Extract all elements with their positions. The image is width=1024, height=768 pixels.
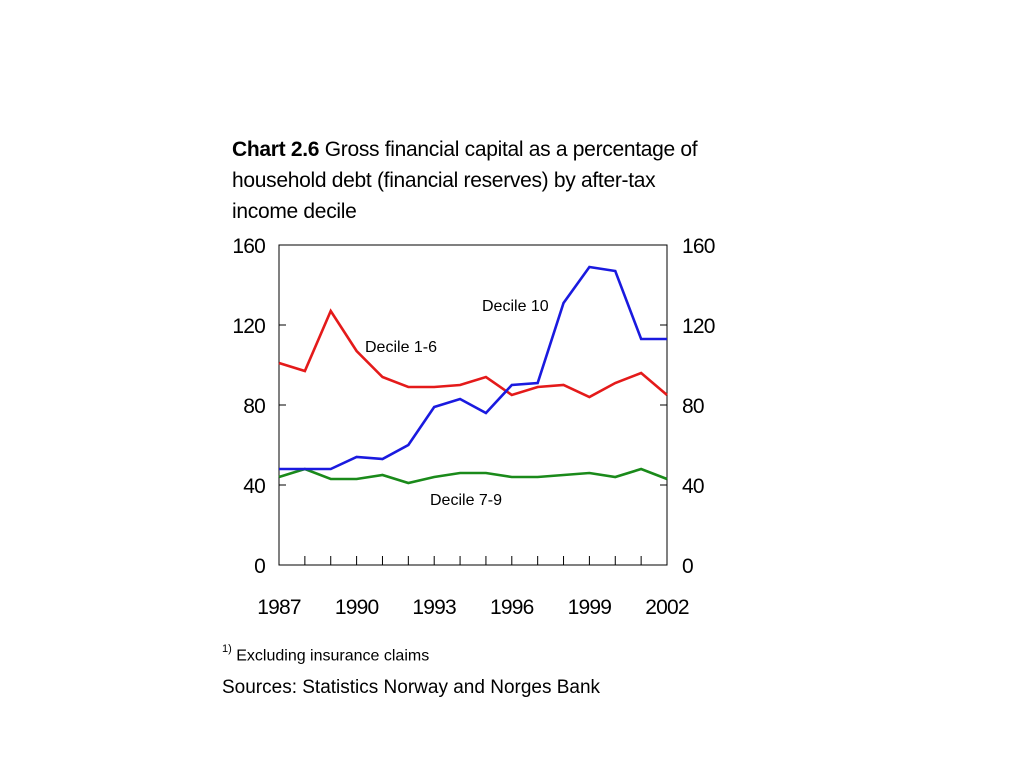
line-chart: 1987 1990 1993 1996 1999 2002 0 40 80 120 160 0 40 80… — [232, 235, 715, 619]
series-line-decile-10 — [279, 265, 667, 471]
y-axis-ticks — [279, 244, 667, 566]
footnote-text: Excluding insurance claims — [236, 647, 430, 665]
y-tick-label-right: 120 — [682, 315, 715, 338]
chart-title-text: Gross financial capital as a percentage … — [232, 138, 698, 223]
x-tick-label: 1990 — [335, 596, 379, 619]
tick-labels: 1987 1990 1993 1996 1999 2002 0 40 80 120 160 0 40 80… — [232, 235, 715, 619]
footnote-marker: 1) — [222, 643, 232, 655]
y-tick-label-right: 40 — [682, 475, 704, 498]
y-tick-label-right: 160 — [682, 235, 715, 258]
series-labels: Decile 1-6 Decile 7-9 Decile 10 — [365, 298, 549, 509]
chart-title-number: Chart 2.6 — [232, 138, 320, 161]
y-tick-label-right: 0 — [682, 555, 693, 578]
series-label-decile-7-9: Decile 7-9 — [430, 492, 502, 509]
series-line-decile-7-9 — [278, 467, 668, 485]
series-label-decile-1-6: Decile 1-6 — [365, 339, 437, 356]
sources-note: Sources: Statistics Norway and Norges Ba… — [222, 677, 601, 698]
series-lines — [278, 265, 668, 485]
y-tick-label-left: 160 — [232, 235, 265, 258]
x-tick-label: 2002 — [645, 596, 689, 619]
y-tick-label-left: 80 — [243, 395, 265, 418]
series-label-decile-10: Decile 10 — [482, 298, 549, 315]
y-tick-label-left: 0 — [254, 555, 265, 578]
y-tick-label-left: 120 — [232, 315, 265, 338]
x-tick-label: 1993 — [412, 596, 456, 619]
chart-title: Chart 2.6 Gross financial capital as a p… — [232, 134, 712, 227]
x-tick-label: 1999 — [568, 596, 612, 619]
series-line-decile-1-6 — [278, 308, 668, 399]
y-tick-label-right: 80 — [682, 395, 704, 418]
x-tick-label: 1996 — [490, 596, 534, 619]
x-tick-label: 1987 — [257, 596, 301, 619]
y-tick-label-left: 40 — [243, 475, 265, 498]
x-axis-ticks — [278, 556, 668, 565]
footnote: 1) Excluding insurance claims — [222, 643, 430, 665]
